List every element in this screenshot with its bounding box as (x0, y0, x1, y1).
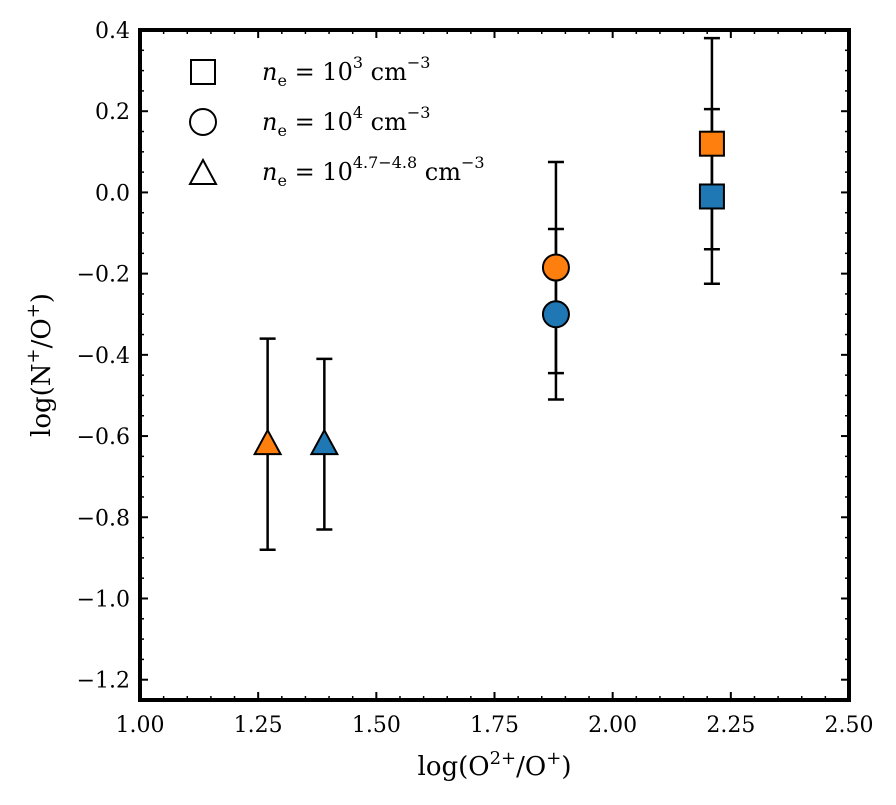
marker-triangle-orange (252, 428, 283, 456)
legend-label-square: ne = 103 cm−3 (262, 53, 430, 90)
legend-label-triangle: ne = 104.7−4.8 cm−3 (262, 153, 485, 190)
y-tick-label: −1.0 (77, 587, 130, 612)
marker-triangle-blue (309, 428, 340, 456)
marker-circle-orange (541, 253, 570, 282)
y-tick-label: 0.2 (95, 100, 130, 125)
data-markers (252, 130, 725, 456)
y-tick-label: −0.6 (77, 425, 130, 450)
x-tick-label: 1.75 (470, 713, 519, 738)
y-tick-label: −0.2 (77, 263, 130, 288)
legend: ne = 103 cm−3 ne = 104 cm−3 ne = 104.7−4.8… (188, 53, 485, 190)
marker-square-orange (698, 130, 725, 157)
legend-marker-circle (189, 108, 217, 136)
marker-circle-blue (541, 300, 570, 329)
major-ticks (139, 29, 850, 700)
minor-ticks (140, 30, 849, 701)
x-tick-label: 1.25 (234, 713, 283, 738)
y-tick-label: −1.2 (77, 669, 130, 694)
x-tick-label: 2.50 (825, 713, 874, 738)
legend-marker-square (190, 59, 216, 85)
y-tick-label: −0.8 (77, 506, 130, 531)
x-tick-label: 1.00 (116, 713, 165, 738)
x-tick-label: 2.00 (588, 713, 637, 738)
marker-square-blue (698, 183, 725, 210)
y-tick-label: 0.4 (95, 19, 130, 44)
x-axis-label: log(O2+/O+) (418, 748, 572, 782)
legend-label-circle: ne = 104 cm−3 (262, 103, 430, 140)
plot-frame (138, 28, 851, 702)
tick-labels: 1.00 1.25 1.50 1.75 2.00 2.25 2.50 0.4 0.2 0.0 −0.… (77, 19, 874, 738)
x-tick-label: 1.50 (352, 713, 401, 738)
legend-marker-triangle (188, 157, 218, 185)
x-tick-label: 2.25 (706, 713, 755, 738)
y-tick-label: −0.4 (77, 344, 130, 369)
y-axis-label: log(N+/O+) (23, 293, 57, 437)
y-tick-label: 0.0 (95, 181, 130, 206)
